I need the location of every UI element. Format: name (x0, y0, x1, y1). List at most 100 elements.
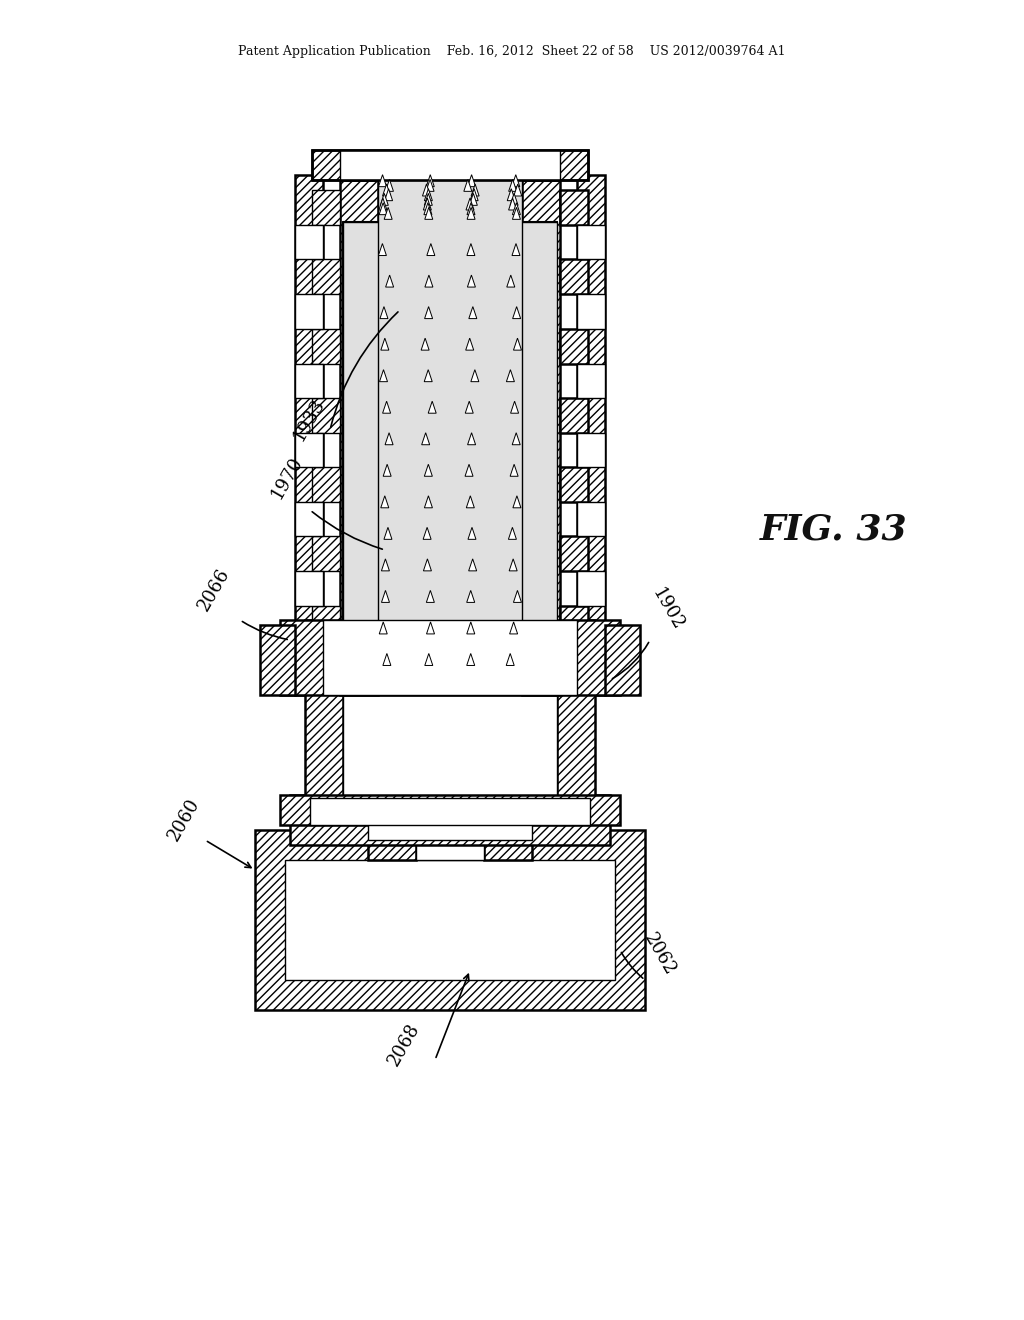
Polygon shape (416, 755, 484, 861)
Polygon shape (312, 467, 340, 502)
Text: 1970: 1970 (268, 453, 306, 502)
Polygon shape (470, 189, 478, 201)
Polygon shape (423, 198, 431, 210)
Polygon shape (384, 207, 392, 219)
Polygon shape (471, 183, 479, 195)
Polygon shape (380, 306, 388, 318)
Polygon shape (424, 465, 432, 477)
Polygon shape (464, 180, 472, 191)
Polygon shape (467, 243, 475, 256)
Polygon shape (560, 397, 588, 433)
Polygon shape (295, 294, 323, 329)
Polygon shape (383, 183, 390, 195)
Polygon shape (510, 465, 518, 477)
Text: 2060: 2060 (165, 795, 204, 843)
Polygon shape (469, 558, 476, 570)
Polygon shape (466, 338, 474, 350)
Polygon shape (509, 558, 517, 570)
Polygon shape (312, 397, 340, 433)
Polygon shape (383, 653, 391, 665)
Polygon shape (424, 203, 432, 215)
Polygon shape (340, 180, 378, 696)
Polygon shape (295, 502, 323, 536)
Polygon shape (466, 496, 474, 508)
Polygon shape (381, 558, 389, 570)
Polygon shape (577, 176, 605, 696)
Polygon shape (323, 620, 577, 696)
Polygon shape (512, 174, 520, 186)
Polygon shape (295, 433, 323, 467)
Polygon shape (424, 370, 432, 381)
Polygon shape (426, 180, 434, 191)
Polygon shape (295, 363, 323, 397)
Polygon shape (509, 198, 516, 210)
Polygon shape (469, 193, 477, 206)
Polygon shape (426, 174, 434, 186)
Polygon shape (467, 207, 475, 219)
Polygon shape (312, 536, 340, 572)
Polygon shape (424, 193, 432, 206)
Polygon shape (424, 496, 432, 508)
Polygon shape (467, 275, 475, 286)
Polygon shape (423, 527, 431, 540)
Polygon shape (484, 755, 532, 861)
Polygon shape (312, 606, 340, 640)
Polygon shape (577, 640, 605, 675)
Polygon shape (513, 306, 520, 318)
Polygon shape (514, 183, 522, 195)
Polygon shape (379, 243, 386, 256)
Polygon shape (560, 536, 588, 572)
Polygon shape (343, 620, 557, 800)
Polygon shape (422, 433, 430, 445)
Polygon shape (260, 624, 295, 696)
Polygon shape (560, 259, 588, 294)
Text: 1902: 1902 (648, 585, 686, 634)
Polygon shape (469, 306, 477, 318)
Polygon shape (310, 799, 590, 825)
Polygon shape (557, 620, 595, 800)
Polygon shape (379, 198, 387, 210)
Polygon shape (427, 622, 434, 634)
Polygon shape (423, 558, 431, 570)
Polygon shape (465, 465, 473, 477)
Polygon shape (427, 243, 435, 256)
Polygon shape (381, 496, 389, 508)
Polygon shape (379, 174, 386, 186)
Polygon shape (340, 150, 560, 180)
Polygon shape (295, 176, 323, 696)
Polygon shape (512, 433, 520, 445)
Polygon shape (295, 640, 323, 675)
Polygon shape (380, 193, 388, 206)
Polygon shape (295, 224, 323, 259)
Polygon shape (560, 467, 588, 502)
Polygon shape (385, 433, 393, 445)
Polygon shape (385, 180, 393, 191)
Polygon shape (467, 622, 475, 634)
Polygon shape (577, 433, 605, 467)
Polygon shape (423, 183, 430, 195)
Polygon shape (343, 222, 557, 696)
Polygon shape (280, 795, 620, 825)
Polygon shape (368, 800, 532, 840)
Polygon shape (379, 622, 387, 634)
Polygon shape (513, 590, 521, 602)
Polygon shape (577, 502, 605, 536)
Polygon shape (512, 243, 520, 256)
Polygon shape (425, 306, 432, 318)
Polygon shape (424, 189, 432, 201)
Polygon shape (560, 329, 588, 363)
Polygon shape (512, 203, 520, 215)
Polygon shape (383, 401, 390, 413)
Polygon shape (425, 207, 433, 219)
Polygon shape (290, 795, 610, 845)
Polygon shape (560, 606, 588, 640)
Polygon shape (511, 401, 518, 413)
Polygon shape (513, 338, 521, 350)
Polygon shape (386, 275, 393, 286)
Polygon shape (428, 401, 436, 413)
Polygon shape (383, 465, 391, 477)
Polygon shape (466, 198, 474, 210)
Text: 2068: 2068 (385, 1020, 424, 1069)
Polygon shape (507, 189, 515, 201)
Polygon shape (513, 496, 521, 508)
